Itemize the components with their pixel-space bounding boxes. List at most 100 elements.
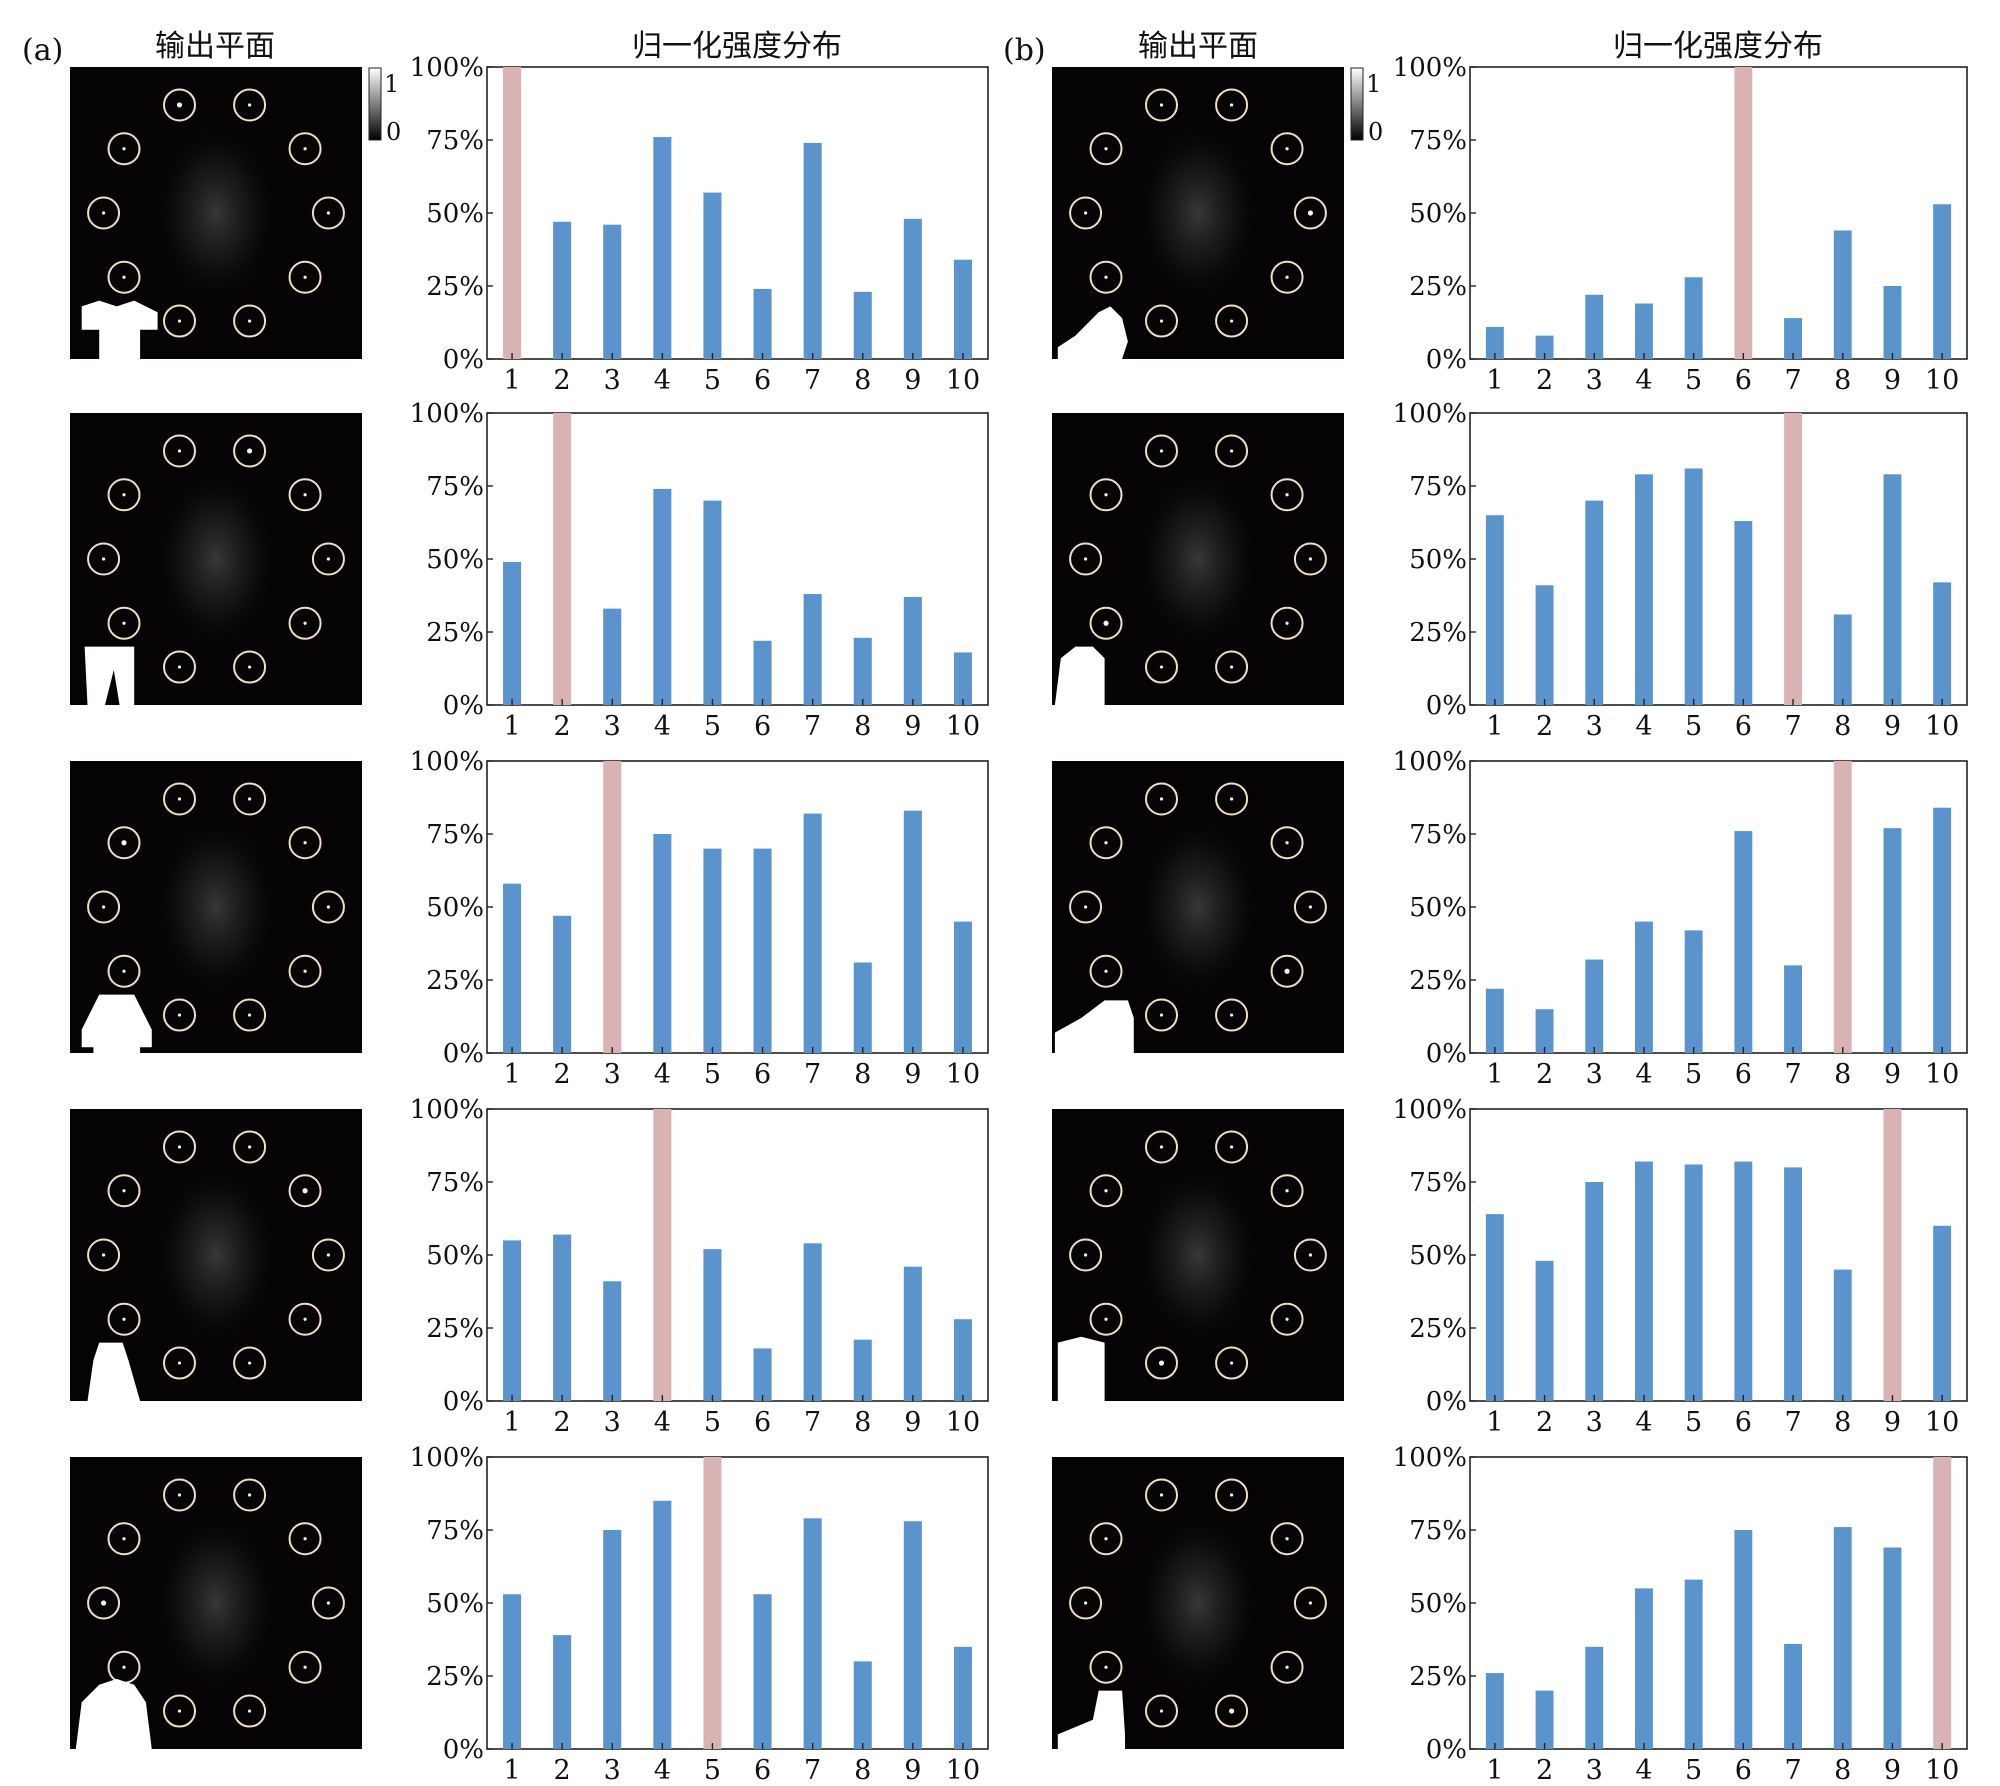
bar xyxy=(603,1530,622,1749)
bar-highlight xyxy=(1933,1457,1952,1749)
y-tick-label: 75% xyxy=(426,1516,484,1546)
bar xyxy=(1635,921,1653,1053)
x-tick-label: 5 xyxy=(704,711,721,742)
x-tick-label: 5 xyxy=(1685,1755,1702,1786)
detector-ring-5 xyxy=(87,1238,121,1272)
detector-ring-7 xyxy=(1089,1302,1123,1336)
detector-ring-5 xyxy=(1069,542,1103,576)
y-tick-label: 25% xyxy=(426,966,484,996)
x-tick-label: 4 xyxy=(1635,1059,1652,1090)
x-tick-label: 4 xyxy=(654,1059,671,1090)
detector-spot-7 xyxy=(122,621,126,625)
detector-spot-8 xyxy=(303,969,307,973)
x-tick-label: 2 xyxy=(1536,1407,1553,1438)
panel-label-a: (a) xyxy=(22,33,63,68)
bar xyxy=(1684,930,1703,1053)
detector-ring-9 xyxy=(1145,1694,1178,1728)
detector-spot-4 xyxy=(1285,147,1289,151)
x-tick-label: 2 xyxy=(1536,1059,1553,1090)
bar xyxy=(1684,468,1703,705)
x-tick-label: 7 xyxy=(1784,711,1801,742)
bar-chart: 0% 25% 50% 75% 100% 1 2 3 4 5 6 7 8 9 10 xyxy=(1393,399,1968,742)
detector-ring-5 xyxy=(87,542,121,576)
x-tick-label: 2 xyxy=(1536,711,1553,742)
detector-ring-7 xyxy=(1089,260,1123,294)
x-tick-label: 2 xyxy=(554,1407,571,1438)
x-tick-label: 4 xyxy=(654,365,671,396)
bar-chart: 0% 25% 50% 75% 100% 1 2 3 4 5 6 7 8 9 10 xyxy=(1393,53,1968,396)
y-tick-label: 75% xyxy=(426,1168,484,1198)
bar xyxy=(553,221,572,359)
bar-chart: 0% 25% 50% 75% 100% 1 2 3 4 5 6 7 8 9 10 xyxy=(410,53,989,396)
detector-ring-2 xyxy=(233,434,267,468)
detector-ring-9 xyxy=(1145,998,1178,1032)
bar xyxy=(1585,1646,1604,1749)
detector-ring-4 xyxy=(288,826,322,860)
bar xyxy=(1585,294,1604,359)
output-plane-image xyxy=(70,67,362,359)
x-tick-label: 9 xyxy=(904,365,921,396)
detector-ring-8 xyxy=(1270,1302,1304,1336)
colorbar-b: 1 0 xyxy=(1350,67,1383,146)
y-tick-label: 25% xyxy=(426,1314,484,1344)
detector-spot-7 xyxy=(122,969,126,973)
y-tick-label: 0% xyxy=(1426,1735,1467,1765)
y-tick-label: 0% xyxy=(1426,1039,1467,1069)
bar-chart: 0% 25% 50% 75% 100% 1 2 3 4 5 6 7 8 9 10 xyxy=(1393,1095,1968,1438)
detector-spot-5 xyxy=(101,211,106,215)
ankle-boot-icon xyxy=(1057,1690,1125,1749)
detector-ring-9 xyxy=(163,1694,196,1728)
detector-ring-10 xyxy=(233,650,267,684)
detector-spot-9 xyxy=(177,665,182,669)
detector-spot-7 xyxy=(122,1317,126,1321)
bar xyxy=(653,1500,672,1749)
output-plane-image xyxy=(1052,1457,1344,1749)
x-tick-label: 8 xyxy=(1834,1407,1851,1438)
detector-ring-1 xyxy=(1145,1478,1178,1512)
bar xyxy=(1784,965,1802,1053)
speckle-pattern xyxy=(1133,119,1263,307)
detector-ring-5 xyxy=(1069,1586,1103,1620)
detector-ring-9 xyxy=(163,1346,196,1380)
bar xyxy=(853,1661,872,1749)
detector-spot-4 xyxy=(1285,493,1289,497)
detector-spot-9 xyxy=(1158,1360,1165,1366)
detector-spot-6 xyxy=(1308,1601,1313,1605)
detector-ring-3 xyxy=(1089,1522,1123,1556)
colorbar-max-label: 1 xyxy=(1366,70,1381,98)
detector-spot-9 xyxy=(177,319,182,323)
bar xyxy=(1784,1643,1802,1749)
detector-ring-4 xyxy=(1270,1174,1304,1208)
y-tick-label: 0% xyxy=(443,1039,484,1069)
y-tick-label: 0% xyxy=(443,1387,484,1417)
panel-a-row-3: 0% 25% 50% 75% 100% 1 2 3 4 5 6 7 8 9 10 xyxy=(70,747,989,1090)
x-tick-label: 5 xyxy=(1685,1407,1702,1438)
y-tick-label: 100% xyxy=(1393,1095,1467,1125)
column-title-intensity-b: 归一化强度分布 xyxy=(1613,29,1823,64)
detector-ring-7 xyxy=(107,260,141,294)
bar xyxy=(1485,326,1504,359)
x-tick-label: 1 xyxy=(1486,711,1503,742)
x-tick-label: 10 xyxy=(946,1059,980,1090)
x-tick-label: 4 xyxy=(1635,711,1652,742)
detector-spot-4 xyxy=(303,147,307,151)
detector-spot-2 xyxy=(1229,1493,1234,1497)
detector-ring-1 xyxy=(1145,1130,1178,1164)
bar xyxy=(1933,204,1952,359)
bar-chart: 0% 25% 50% 75% 100% 1 2 3 4 5 6 7 8 9 10 xyxy=(1393,1443,1968,1786)
x-tick-label: 7 xyxy=(1784,365,1801,396)
detector-ring-5 xyxy=(87,890,121,924)
x-tick-label: 3 xyxy=(604,1059,621,1090)
t-shirt-icon xyxy=(81,300,158,359)
detector-ring-3 xyxy=(107,826,141,860)
x-tick-label: 8 xyxy=(854,1755,871,1786)
detector-spot-10 xyxy=(1229,1361,1234,1365)
colorbar-gradient xyxy=(1350,67,1364,141)
detector-spot-8 xyxy=(1284,968,1290,974)
x-tick-label: 1 xyxy=(1486,1059,1503,1090)
y-tick-label: 100% xyxy=(1393,1443,1467,1473)
bar xyxy=(703,192,722,359)
speckle-pattern xyxy=(1133,813,1263,1001)
detector-spot-2 xyxy=(247,1493,252,1497)
detector-ring-7 xyxy=(1089,954,1123,988)
